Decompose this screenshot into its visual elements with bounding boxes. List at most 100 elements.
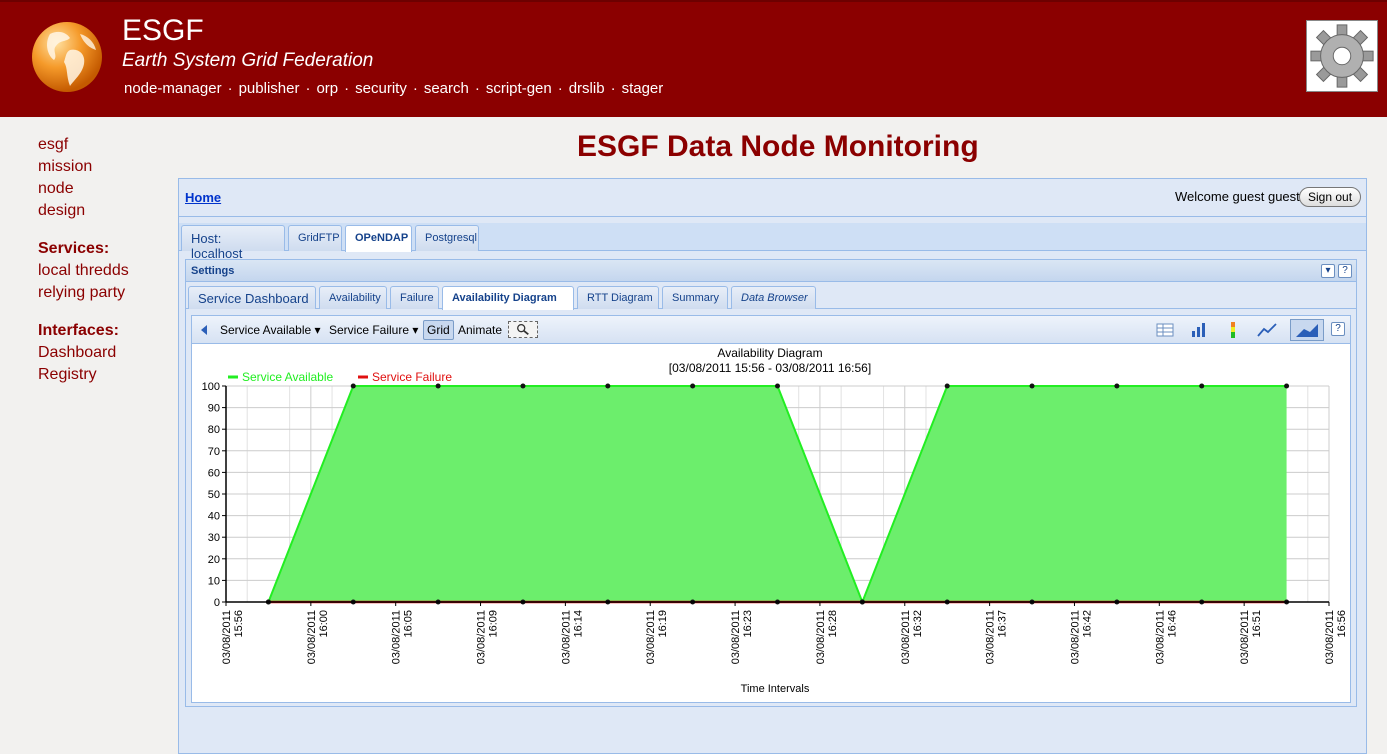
- sign-out-button[interactable]: Sign out: [1299, 187, 1362, 207]
- tab-host-localhost[interactable]: Host: localhost: [181, 225, 285, 261]
- y-tick-label: 70: [208, 446, 220, 458]
- x-tick-label-line: 16:00: [318, 610, 330, 638]
- y-tick-label: 0: [214, 597, 220, 609]
- left-nav-item-relying-party[interactable]: relying party: [38, 284, 126, 301]
- left-nav-item-local-thredds[interactable]: local thredds: [38, 262, 129, 279]
- x-tick-label: 03/08/201116:37: [985, 610, 1009, 664]
- nav-separator: ·: [344, 80, 350, 97]
- animate-button[interactable]: Animate: [458, 323, 503, 337]
- left-nav-about: esgf mission node design: [38, 134, 129, 222]
- tab-postgresql[interactable]: Postgresql: [415, 225, 479, 251]
- x-axis-label: Time Intervals: [741, 683, 810, 695]
- x-tick-label-line: 16:23: [742, 610, 754, 638]
- bar-chart-icon[interactable]: [1188, 321, 1210, 339]
- left-nav-item-Registry[interactable]: Registry: [38, 366, 97, 383]
- x-tick-label-line: 03/08/2011: [476, 610, 488, 664]
- legend-label: Service Available: [242, 370, 333, 384]
- y-tick-label: 60: [208, 467, 220, 479]
- x-tick-label-line: 03/08/2011: [1324, 610, 1336, 664]
- x-tick-label: 03/08/201116:00: [306, 610, 330, 664]
- x-tick-label-line: 03/08/2011: [815, 610, 827, 664]
- interfaces-heading: Interfaces:: [38, 322, 119, 339]
- x-tick-label-line: 03/08/2011: [730, 610, 742, 664]
- tab-service-dashboard[interactable]: Service Dashboard: [188, 286, 316, 309]
- collapse-icon[interactable]: ▾: [1321, 264, 1335, 278]
- zoom-icon[interactable]: [508, 321, 538, 338]
- x-tick-label: 03/08/201116:05: [391, 610, 415, 664]
- x-tick-label-line: 03/08/2011: [645, 610, 657, 664]
- data-point-service-available: [775, 383, 780, 389]
- tab-failure[interactable]: Failure: [390, 286, 439, 309]
- nav-separator: ·: [305, 80, 311, 97]
- page-title: ESGF Data Node Monitoring: [577, 130, 979, 163]
- nav-separator: ·: [557, 80, 563, 97]
- table-view-icon[interactable]: [1154, 321, 1176, 339]
- data-point-service-available: [520, 383, 526, 389]
- y-tick-label: 90: [208, 403, 220, 415]
- left-nav-item-esgf[interactable]: esgf: [38, 136, 69, 153]
- x-tick-label-line: 03/08/2011: [985, 610, 997, 664]
- y-tick-label: 30: [208, 532, 220, 544]
- globe-logo-icon[interactable]: [30, 20, 104, 94]
- x-tick-label: 03/08/201116:09: [476, 610, 500, 664]
- status-bar-icon[interactable]: [1222, 321, 1244, 339]
- home-link[interactable]: Home: [185, 190, 222, 205]
- help-icon[interactable]: ?: [1338, 264, 1352, 278]
- tab-rtt-diagram[interactable]: RTT Diagram: [577, 286, 659, 309]
- x-tick-label-line: 03/08/2011: [306, 610, 318, 664]
- area-chart-icon[interactable]: [1290, 319, 1324, 341]
- x-tick-label-line: 16:28: [827, 610, 839, 638]
- x-tick-label-line: 03/08/2011: [221, 610, 233, 664]
- chart-toolbar: Service Available ▾ Service Failure ▾ Gr…: [192, 316, 1350, 344]
- settings-panel: Settings ▾ ? Service Dashboard Availabil…: [185, 259, 1357, 707]
- tab-summary[interactable]: Summary: [662, 286, 728, 309]
- service-failure-menu[interactable]: Service Failure ▾: [329, 323, 419, 337]
- x-tick-label-line: 16:09: [488, 610, 500, 638]
- left-nav-item-Dashboard[interactable]: Dashboard: [38, 344, 117, 361]
- top-nav-orp[interactable]: orp: [316, 80, 339, 97]
- top-nav-publisher[interactable]: publisher: [238, 80, 300, 97]
- main-panel: Home Welcome guest guest Sign out Host: …: [178, 178, 1367, 754]
- chart-subtitle: [03/08/2011 15:56 - 03/08/2011 16:56]: [669, 361, 871, 375]
- chart-help-icon[interactable]: ?: [1331, 322, 1345, 336]
- left-nav-item-design[interactable]: design: [38, 202, 86, 219]
- left-nav-item-mission[interactable]: mission: [38, 158, 93, 175]
- top-nav: node-manager · publisher · orp · security · sear…: [124, 80, 663, 97]
- top-nav-search[interactable]: search: [423, 80, 469, 97]
- left-nav-item-node[interactable]: node: [38, 180, 74, 197]
- top-nav-security[interactable]: security: [355, 80, 407, 97]
- top-nav-node-manager[interactable]: node-manager: [124, 80, 222, 97]
- settings-label: Settings: [191, 265, 235, 277]
- x-tick-label: 03/08/201116:46: [1154, 610, 1178, 664]
- y-tick-label: 40: [208, 511, 220, 523]
- data-point-service-available: [1284, 383, 1290, 389]
- x-tick-label-line: 16:14: [572, 610, 584, 638]
- tab-gridftp[interactable]: GridFTP: [288, 225, 342, 251]
- data-point-service-available: [1029, 383, 1035, 389]
- grid-toggle-button[interactable]: Grid: [423, 320, 454, 340]
- top-nav-drslib[interactable]: drslib: [568, 80, 605, 97]
- x-tick-label-line: 16:42: [1081, 610, 1093, 638]
- gear-icon[interactable]: [1306, 20, 1378, 92]
- tab-data-browser[interactable]: Data Browser: [731, 286, 816, 309]
- back-arrow-icon[interactable]: [198, 321, 210, 339]
- x-tick-label-line: 16:51: [1251, 610, 1263, 638]
- nav-separator: ·: [412, 80, 418, 97]
- tab-availability[interactable]: Availability: [319, 286, 387, 309]
- x-tick-label-line: 03/08/2011: [1239, 610, 1251, 664]
- y-tick-label: 50: [208, 489, 220, 501]
- tab-availability-diagram[interactable]: Availability Diagram: [442, 286, 574, 310]
- x-tick-label: 03/08/201116:23: [730, 610, 754, 664]
- service-available-menu[interactable]: Service Available ▾: [220, 323, 321, 337]
- x-tick-label: 03/08/201116:56: [1324, 610, 1348, 664]
- top-nav-script-gen[interactable]: script-gen: [485, 80, 552, 97]
- x-tick-label-line: 03/08/2011: [391, 610, 403, 664]
- line-chart-icon[interactable]: [1256, 321, 1278, 339]
- nav-separator: ·: [227, 80, 233, 97]
- tab-opendap[interactable]: OPeNDAP: [345, 225, 412, 252]
- x-tick-label-line: 03/08/2011: [560, 610, 572, 664]
- x-tick-label: 03/08/201116:14: [560, 610, 584, 664]
- x-tick-label-line: 16:46: [1166, 610, 1178, 638]
- top-nav-stager[interactable]: stager: [621, 80, 664, 97]
- series-area-service-available: [268, 386, 1287, 602]
